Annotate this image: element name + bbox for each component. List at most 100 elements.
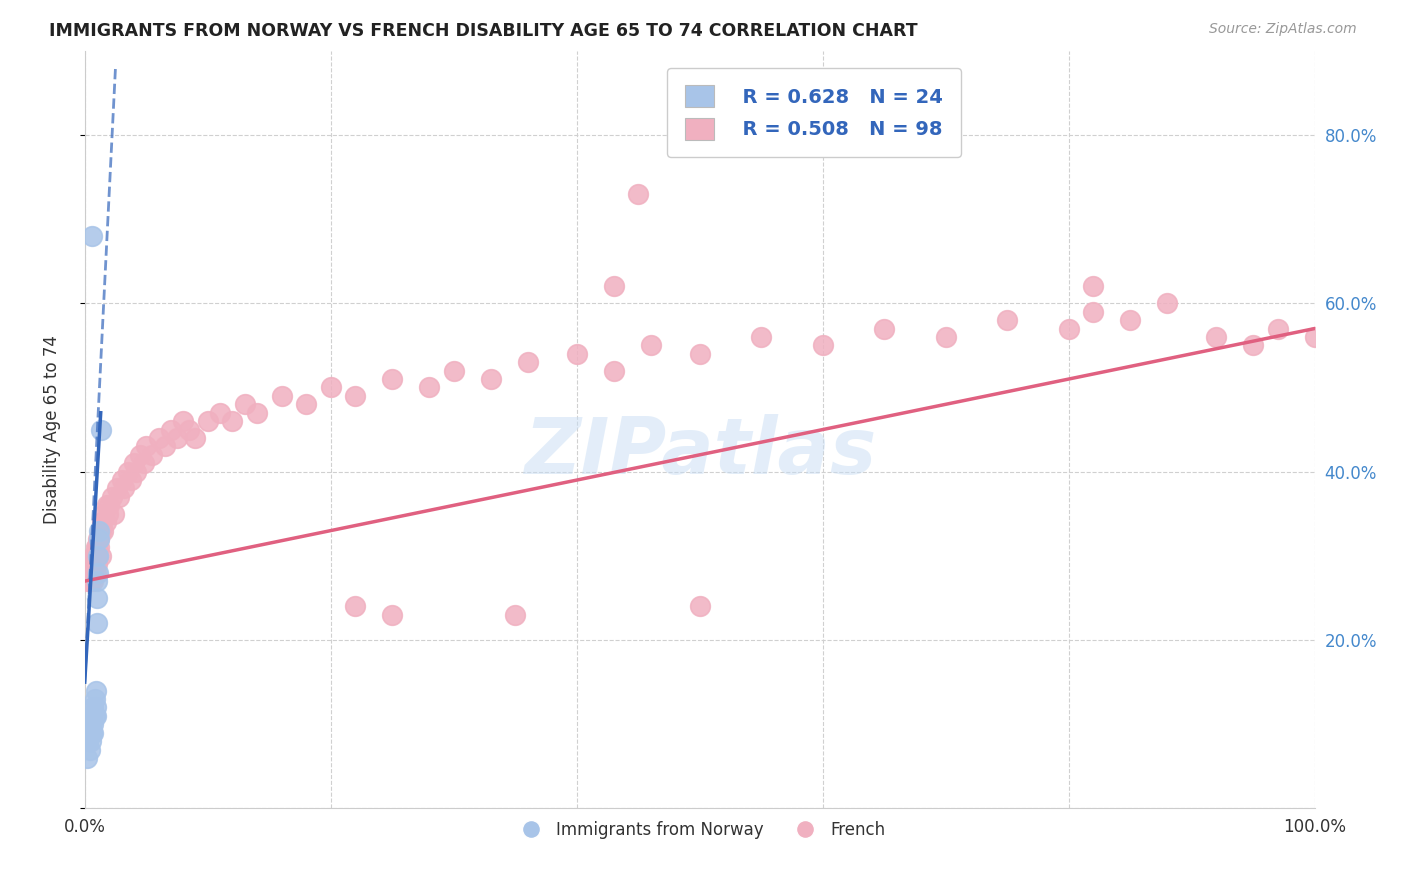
Point [83,692,105,706]
Point [132,456,155,470]
Point [121,473,143,487]
Point [627,186,650,201]
Point [344,389,367,403]
Point [1241,338,1264,352]
Point [87,549,110,563]
Point [873,321,896,335]
Point [103,507,125,521]
Point [86,574,108,588]
Point [233,397,256,411]
Point [86,616,108,631]
Point [1205,330,1227,344]
Point [295,397,318,411]
Point [602,279,624,293]
Point [86,558,108,572]
Point [381,372,404,386]
Point [179,423,201,437]
Point [82,708,104,723]
Text: Source: ZipAtlas.com: Source: ZipAtlas.com [1209,22,1357,37]
Point [221,414,243,428]
Point [141,448,163,462]
Point [77,566,100,580]
Point [91,524,114,538]
Point [76,574,98,588]
Point [122,456,145,470]
Point [418,380,440,394]
Point [89,541,111,555]
Point [82,574,104,588]
Point [995,313,1018,327]
Point [172,414,194,428]
Point [148,431,170,445]
Point [689,347,711,361]
Point [93,507,115,521]
Point [246,406,269,420]
Point [79,725,101,739]
Point [381,607,404,622]
Point [94,515,117,529]
Point [184,431,207,445]
Point [79,574,101,588]
Point [82,725,104,739]
Point [82,566,104,580]
Point [112,482,135,496]
Point [1156,296,1178,310]
Point [76,751,98,765]
Point [89,532,111,546]
Point [82,549,104,563]
Point [83,708,105,723]
Point [86,591,108,605]
Point [516,355,538,369]
Point [91,515,114,529]
Point [208,406,231,420]
Point [129,448,152,462]
Point [689,599,711,614]
Point [135,439,157,453]
Point [84,700,107,714]
Point [82,717,104,731]
Point [80,566,103,580]
Point [108,490,131,504]
Text: ZIPatlas: ZIPatlas [523,414,876,491]
Point [79,742,101,756]
Point [166,431,188,445]
Point [1083,304,1105,318]
Point [84,708,107,723]
Point [82,558,104,572]
Point [479,372,502,386]
Point [87,549,110,563]
Point [749,330,772,344]
Point [84,566,107,580]
Point [79,558,101,572]
Point [1083,279,1105,293]
Point [97,507,120,521]
Point [80,734,103,748]
Point [82,228,104,243]
Point [811,338,834,352]
Point [602,363,624,377]
Point [90,549,112,563]
Point [77,734,100,748]
Point [640,338,662,352]
Point [86,541,108,555]
Point [89,532,111,546]
Point [84,683,107,698]
Point [90,524,112,538]
Point [80,574,103,588]
Point [503,607,526,622]
Point [87,566,110,580]
Point [83,549,105,563]
Point [86,549,108,563]
Point [87,532,110,546]
Point [84,541,107,555]
Point [82,700,104,714]
Point [96,499,118,513]
Legend: Immigrants from Norway, French: Immigrants from Norway, French [508,814,891,846]
Point [82,725,104,739]
Point [344,599,367,614]
Point [89,524,111,538]
Point [90,423,112,437]
Point [111,473,134,487]
Point [935,330,957,344]
Y-axis label: Disability Age 65 to 74: Disability Age 65 to 74 [44,335,60,524]
